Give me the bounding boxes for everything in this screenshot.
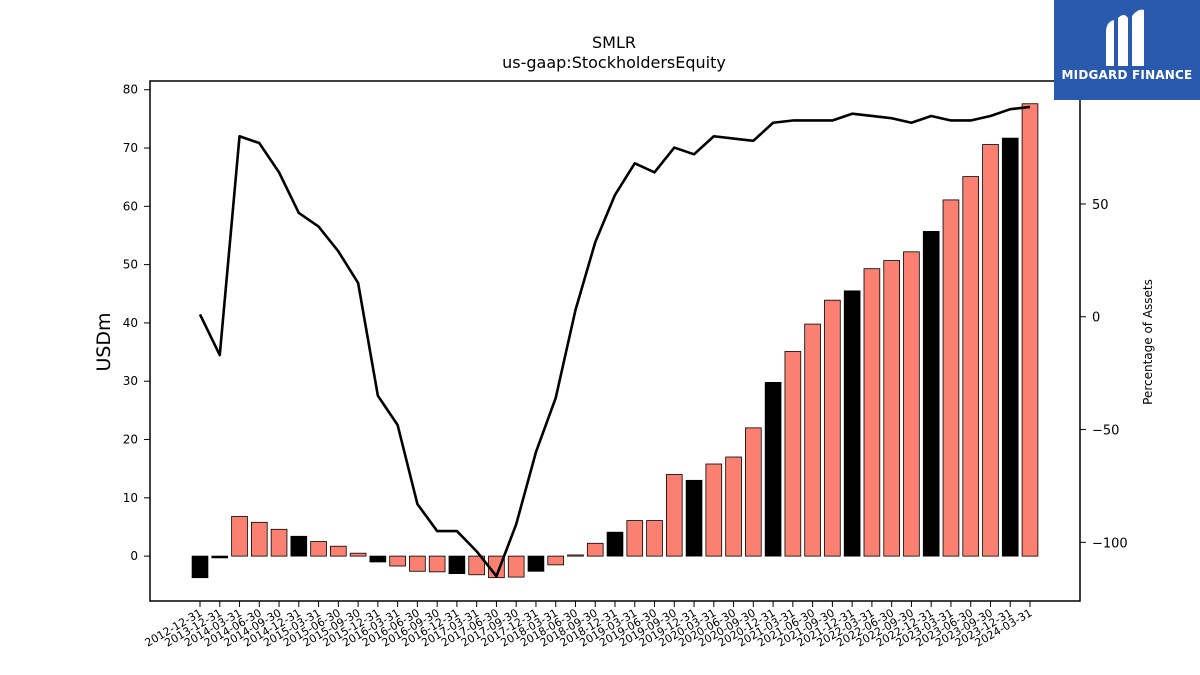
y2-tick-label: −100 — [1092, 536, 1128, 551]
bar-2023-03-31 — [942, 199, 960, 557]
y-tick-label: 0 — [130, 549, 138, 563]
bar-2019-06-30 — [646, 520, 663, 557]
bar-2024-03-31 — [1021, 103, 1039, 557]
y-tick-label: 50 — [123, 258, 138, 272]
bar-2016-03-31 — [389, 555, 406, 567]
bar-2017-12-31 — [527, 555, 545, 572]
percentage-of-assets-line — [198, 105, 1031, 578]
bar-2020-09-30 — [745, 427, 762, 557]
bar-2015-12-31 — [369, 555, 387, 563]
bars-layer — [191, 103, 1039, 579]
bar-2019-09-30 — [665, 474, 683, 557]
bar-2016-09-30 — [428, 555, 446, 573]
bar-2023-09-30 — [982, 144, 999, 557]
axes-layer: 01020304050607080−100−500502012-12-31201… — [123, 83, 1128, 650]
bar-2019-12-31 — [685, 479, 703, 557]
bar-2015-03-31 — [310, 541, 327, 557]
bar-2014-12-31 — [290, 535, 308, 557]
bar-2014-09-30 — [270, 528, 288, 557]
bar-2020-03-31 — [705, 463, 723, 557]
bar-2023-06-30 — [962, 176, 980, 557]
bar-2022-12-31 — [922, 230, 940, 557]
bar-2021-12-31 — [843, 290, 861, 557]
bar-2021-03-31 — [784, 351, 802, 557]
bar-2018-12-31 — [606, 531, 624, 557]
bar-2014-03-31 — [231, 516, 248, 557]
bar-2015-06-30 — [330, 545, 347, 557]
line-layer — [198, 105, 1031, 578]
bar-2018-09-30 — [586, 542, 604, 557]
y2-tick-label: −50 — [1092, 424, 1119, 439]
bar-2018-06-30 — [567, 554, 584, 557]
bar-2016-06-30 — [409, 555, 426, 572]
bar-2022-06-30 — [883, 260, 900, 557]
bar-2023-12-31 — [1001, 137, 1019, 557]
bar-2021-06-30 — [804, 323, 821, 557]
bar-2016-12-31 — [448, 555, 466, 574]
y-tick-label: 20 — [123, 433, 138, 447]
bar-2015-09-30 — [349, 552, 367, 557]
y-tick-label: 10 — [123, 491, 138, 505]
y-axis-label: USDm — [93, 312, 115, 371]
y2-tick-label: 0 — [1092, 311, 1100, 326]
bar-2017-03-31 — [468, 555, 485, 576]
y2-tick-label: 50 — [1092, 198, 1109, 213]
y-tick-label: 70 — [123, 141, 138, 155]
bar-2020-12-31 — [764, 381, 782, 557]
chart-subtitle: us-gaap:StockholdersEquity — [502, 53, 726, 72]
midgard-logo: MIDGARD FINANCE — [1054, 0, 1200, 100]
y-tick-label: 80 — [123, 83, 138, 97]
y2-axis-label: Percentage of Assets — [1141, 279, 1155, 405]
plot-frame — [149, 80, 1081, 602]
bar-2020-06-30 — [725, 456, 742, 557]
logo-text: MIDGARD FINANCE — [1061, 68, 1193, 82]
bar-2012-12-31 — [191, 555, 209, 579]
bar-2019-03-31 — [626, 520, 644, 557]
chart-title: SMLR — [592, 33, 636, 52]
bar-2018-03-31 — [547, 555, 565, 566]
y-tick-label: 60 — [123, 199, 138, 213]
midgard-logo-icon — [1106, 9, 1144, 66]
bar-2022-09-30 — [903, 251, 920, 557]
bar-2021-09-30 — [824, 299, 841, 557]
y-tick-label: 40 — [123, 316, 138, 330]
bar-2017-09-30 — [507, 555, 525, 578]
bar-2014-06-30 — [250, 521, 268, 557]
bar-2013-12-31 — [211, 555, 229, 559]
bar-2022-03-31 — [863, 268, 881, 557]
y-tick-label: 30 — [123, 374, 138, 388]
